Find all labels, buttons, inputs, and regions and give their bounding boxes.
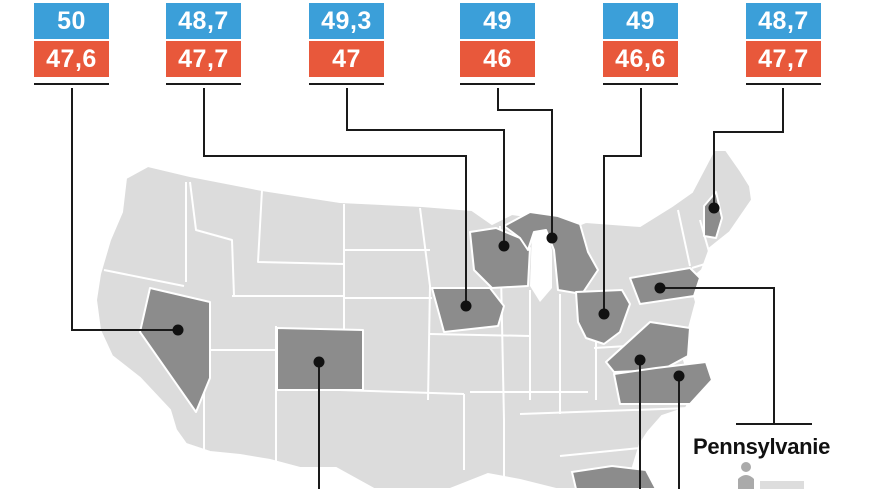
red-value: 47,6 <box>34 41 109 77</box>
blue-value: 50 <box>34 3 109 39</box>
blue-value: 48,7 <box>166 3 241 39</box>
card-rule <box>460 83 535 85</box>
leader-line-6 <box>713 88 784 208</box>
dot-wisconsin <box>498 240 510 252</box>
blue-value: 49,3 <box>309 3 384 39</box>
red-value: 47,7 <box>746 41 821 77</box>
state-nevada <box>139 287 211 413</box>
blue-value: 49 <box>460 3 535 39</box>
leader-line-5 <box>603 88 642 314</box>
card-rule <box>166 83 241 85</box>
highlighted-states <box>139 191 723 413</box>
state-virginia <box>605 321 691 373</box>
result-card-6: 48,7 47,7 <box>746 3 821 85</box>
dot-ohio <box>598 308 610 320</box>
leader-line-1 <box>71 88 178 331</box>
florida <box>570 464 658 489</box>
lake-michigan <box>530 228 552 302</box>
result-card-2: 48,7 47,7 <box>166 3 241 85</box>
leader-line-3 <box>346 88 505 246</box>
dot-virginia <box>634 354 646 366</box>
blue-value: 48,7 <box>746 3 821 39</box>
card-rule <box>309 83 384 85</box>
leader-line-4 <box>497 88 553 238</box>
result-card-1: 50 47,6 <box>34 3 109 85</box>
result-card-3: 49,3 47 <box>309 3 384 85</box>
state-north-carolina <box>613 361 713 405</box>
card-rule <box>34 83 109 85</box>
leader-line-pa <box>660 287 775 424</box>
result-card-5: 49 46,6 <box>603 3 678 85</box>
card-rule <box>746 83 821 85</box>
red-value: 46,6 <box>603 41 678 77</box>
leader-line-2 <box>203 88 467 306</box>
state-dots <box>172 202 720 382</box>
dot-new-hampshire <box>708 202 720 214</box>
blue-value: 49 <box>603 3 678 39</box>
person-icon <box>738 462 804 489</box>
dot-pennsylvania <box>654 282 666 294</box>
dot-michigan <box>546 232 558 244</box>
dot-nevada <box>172 324 184 336</box>
dot-north-carolina <box>673 370 685 382</box>
result-card-4: 49 46 <box>460 3 535 85</box>
leader-lines <box>71 88 812 489</box>
dot-iowa <box>460 300 472 312</box>
dot-colorado <box>313 356 325 368</box>
state-wisconsin <box>469 227 531 289</box>
pennsylvania-label: Pennsylvanie <box>693 434 831 459</box>
state-michigan <box>503 211 599 295</box>
red-value: 46 <box>460 41 535 77</box>
red-value: 47 <box>309 41 384 77</box>
card-rule <box>603 83 678 85</box>
red-value: 47,7 <box>166 41 241 77</box>
